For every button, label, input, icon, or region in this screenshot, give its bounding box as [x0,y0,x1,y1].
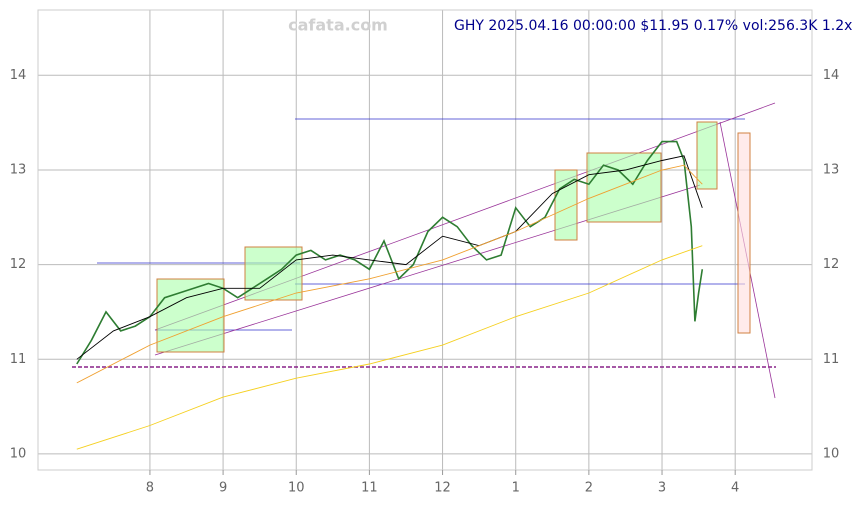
y-tick-label: 10 [10,446,27,461]
y-tick-label: 12 [823,257,840,272]
x-tick-label: 12 [434,481,451,496]
watermark: cafata.com [288,16,388,35]
series-line [76,140,704,365]
y-tick-label: 10 [823,446,840,461]
chart-title: GHY 2025.04.16 00:00:00 $11.95 0.17% vol… [454,18,852,34]
x-tick-label: 4 [731,481,739,496]
range-box [696,121,718,190]
y-tick-label: 14 [10,68,27,83]
range-box [737,132,751,334]
y-tick-label: 11 [823,352,840,367]
x-tick-label: 11 [361,481,378,496]
y-tick-label: 12 [10,257,27,272]
x-tick-label: 3 [658,481,666,496]
x-tick-label: 8 [146,481,154,496]
y-tick-label: 14 [823,68,840,83]
y-tick-label: 13 [823,162,840,177]
range-box [586,152,662,223]
y-tick-label: 11 [10,352,27,367]
y-tick-label: 13 [10,162,27,177]
x-tick-label: 10 [288,481,305,496]
plot-frame [37,9,813,471]
series-line [76,155,703,360]
x-tick-label: 1 [512,481,520,496]
series-line [76,245,703,450]
range-box [244,246,303,301]
x-tick-label: 2 [585,481,593,496]
x-tick-label: 9 [219,481,227,496]
series-line [76,164,703,384]
